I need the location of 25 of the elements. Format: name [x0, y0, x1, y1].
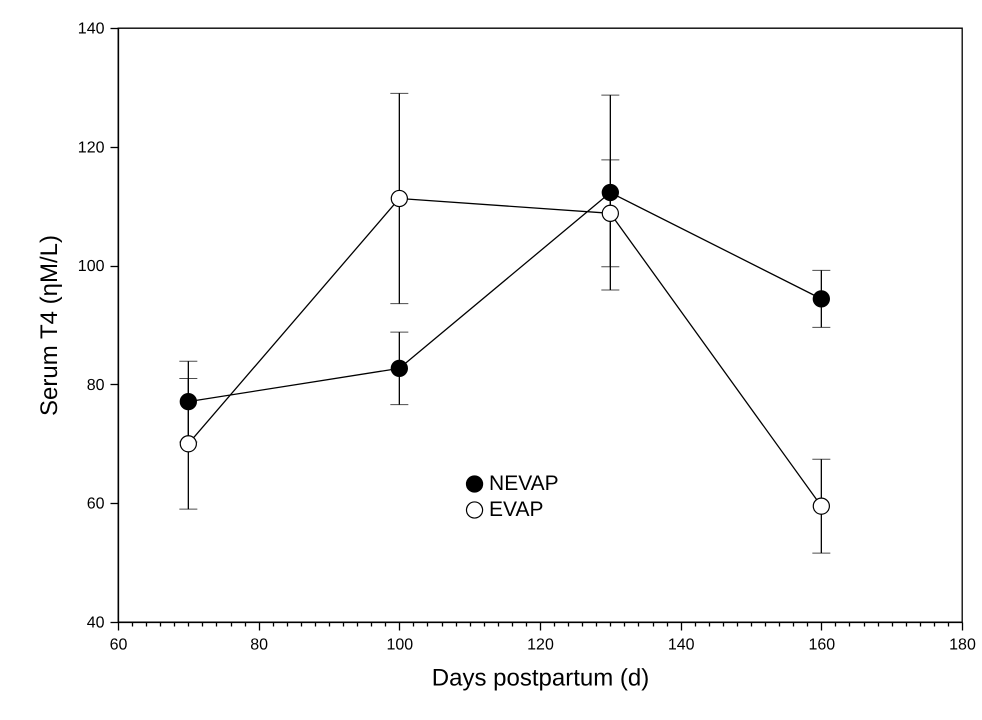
y-tick-label: 120	[78, 139, 105, 156]
y-axis-title: Serum T4 (ηM/L)	[36, 235, 63, 416]
x-tick-label: 80	[250, 636, 268, 654]
legend-label: NEVAP	[489, 472, 559, 495]
x-tick-label: 180	[949, 636, 976, 654]
point	[180, 435, 197, 452]
x-tick-label: 140	[668, 636, 695, 654]
y-tick-label: 140	[78, 20, 105, 38]
y-tick-label: 100	[78, 258, 105, 276]
x-tick-label: 60	[110, 636, 128, 654]
point	[390, 360, 408, 378]
y-tick-label: 40	[86, 614, 105, 632]
point	[812, 498, 830, 515]
x-tick-label: 160	[808, 636, 836, 654]
y-tick-label: 60	[86, 496, 105, 513]
point	[602, 184, 619, 202]
point	[602, 204, 619, 222]
legend-label: EVAP	[489, 498, 544, 521]
x-tick-label: 100	[386, 636, 414, 654]
x-axis-title: Days postpartum (d)	[432, 664, 650, 692]
point	[812, 290, 830, 308]
point	[180, 392, 197, 410]
y-tick-label: 80	[86, 376, 105, 394]
point	[390, 190, 408, 208]
x-tick-label: 120	[527, 636, 554, 654]
